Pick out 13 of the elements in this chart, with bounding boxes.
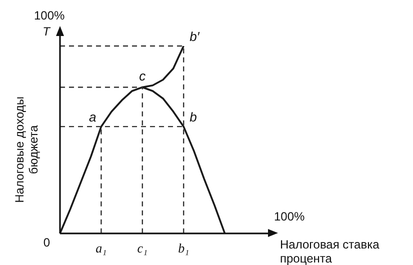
x-tick-label: c₁ xyxy=(137,240,148,256)
x-axis-title: Налоговая ставка процента xyxy=(280,238,380,265)
text: 0 xyxy=(43,236,50,250)
text: 100% xyxy=(34,8,66,22)
text: 100% xyxy=(274,210,306,224)
annotation: b′ xyxy=(190,29,200,44)
y-axis-title: Налоговые доходы бюджета xyxy=(12,96,40,203)
x-tick-label: a₁ xyxy=(96,240,107,256)
annotation: c xyxy=(139,68,146,84)
annotation: b xyxy=(190,110,197,125)
x-tick-label: b₁ xyxy=(178,240,190,256)
annotation: a xyxy=(88,110,96,125)
text: T xyxy=(42,24,52,38)
